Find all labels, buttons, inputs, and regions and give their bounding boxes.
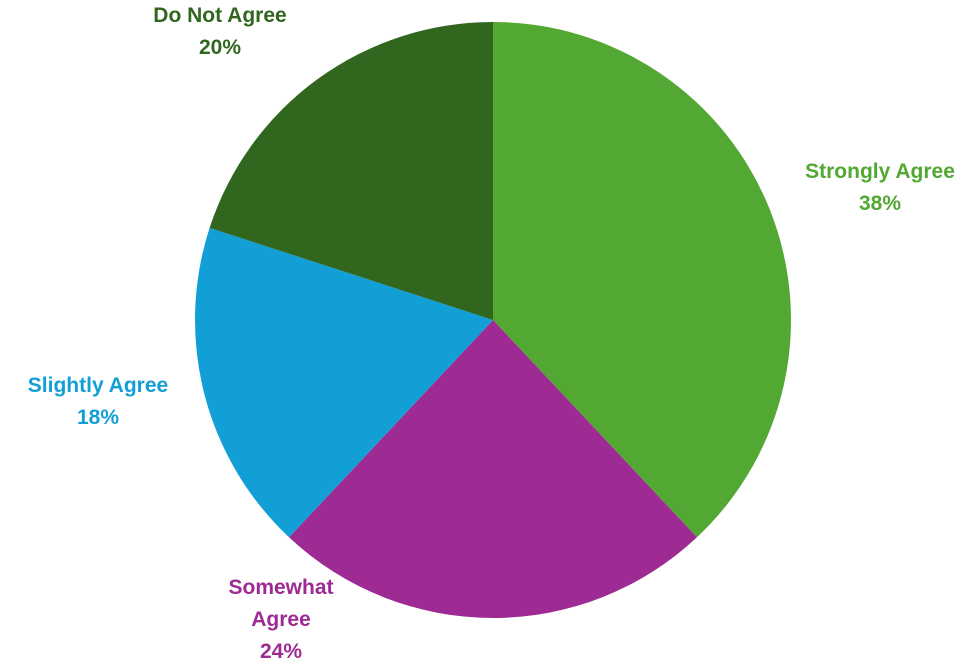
slice-labels: Strongly Agree 38% Somewhat Agree 24% Slightl…	[28, 4, 955, 663]
pie-slice-strongly-agree	[493, 22, 792, 538]
slice-label-somewhat-agree: Somewhat Agree 24%	[228, 576, 333, 663]
slice-label-slightly-agree: Slightly Agree 18%	[28, 374, 168, 429]
pie-slice-slightly-agree	[195, 227, 494, 538]
pie-slice-do-not-agree	[209, 22, 493, 320]
slice-label-strongly-agree: Strongly Agree 38%	[805, 160, 955, 215]
pie-slices	[195, 22, 792, 619]
pie-slice-somewhat-agree	[289, 320, 697, 619]
slice-label-do-not-agree: Do Not Agree 20%	[153, 4, 286, 59]
